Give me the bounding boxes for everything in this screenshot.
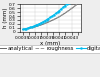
digital — [70, 0, 71, 1]
roughness — [77, 3, 78, 4]
digital — [40, 22, 42, 23]
analytical — [59, 16, 60, 17]
digital — [48, 18, 49, 19]
digital — [51, 16, 53, 17]
analytical — [46, 22, 48, 23]
digital — [61, 8, 62, 9]
analytical — [28, 28, 29, 29]
roughness — [53, 19, 54, 20]
analytical — [77, 3, 78, 4]
digital — [24, 28, 25, 29]
digital — [68, 2, 69, 3]
X-axis label: x (mm): x (mm) — [40, 41, 60, 46]
Line: roughness: roughness — [23, 4, 78, 29]
roughness — [71, 8, 72, 9]
digital — [64, 5, 65, 6]
digital — [50, 17, 51, 18]
digital — [57, 12, 58, 13]
digital — [66, 4, 67, 5]
Line: digital: digital — [22, 0, 79, 30]
digital — [42, 21, 43, 22]
digital — [59, 10, 60, 11]
digital — [28, 27, 29, 28]
digital — [29, 27, 31, 28]
digital — [55, 13, 56, 14]
digital — [62, 7, 64, 8]
digital — [46, 19, 47, 20]
analytical — [71, 8, 72, 9]
digital — [37, 24, 38, 25]
roughness — [22, 29, 23, 30]
roughness — [46, 22, 48, 23]
analytical — [53, 19, 54, 20]
digital — [53, 14, 54, 15]
roughness — [28, 28, 29, 29]
digital — [26, 28, 27, 29]
Legend: analytical, roughness, digital: analytical, roughness, digital — [0, 45, 100, 53]
digital — [44, 20, 45, 21]
analytical — [34, 26, 36, 27]
roughness — [65, 12, 66, 13]
digital — [31, 26, 32, 27]
analytical — [65, 12, 66, 13]
digital — [22, 29, 23, 30]
analytical — [22, 29, 23, 30]
digital — [33, 26, 34, 27]
Line: analytical: analytical — [23, 4, 78, 30]
digital — [39, 23, 40, 24]
Y-axis label: h (mm): h (mm) — [3, 8, 8, 28]
roughness — [40, 24, 42, 25]
digital — [35, 25, 36, 26]
roughness — [34, 26, 36, 27]
roughness — [59, 16, 60, 17]
